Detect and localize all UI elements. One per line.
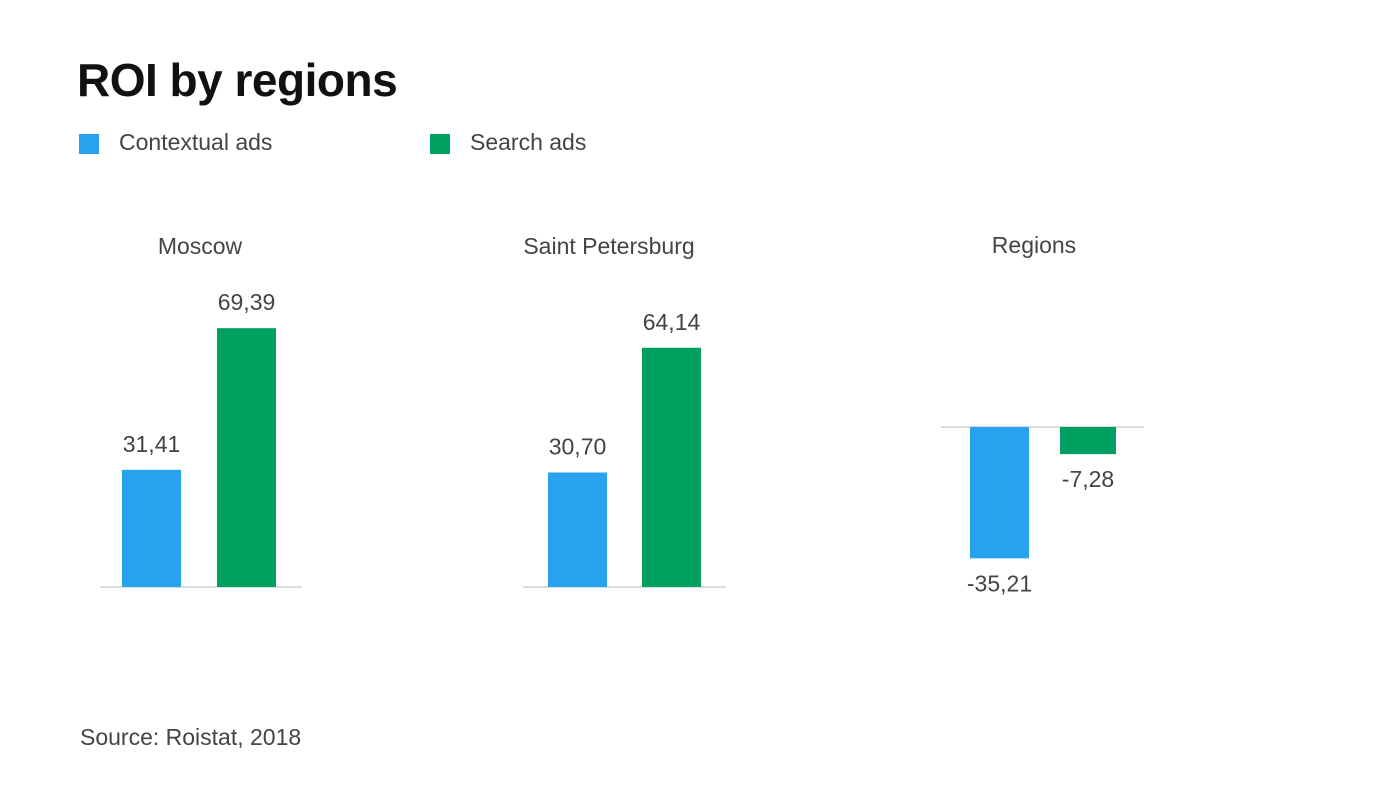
data-label-moscow-contextual: 31,41: [123, 431, 181, 457]
bar-moscow-contextual: [122, 469, 181, 587]
legend-label-contextual: Contextual ads: [119, 128, 273, 155]
panel-title-moscow: Moscow: [158, 233, 243, 259]
legend-label-search: Search ads: [470, 128, 587, 155]
panel-title-saint-petersburg: Saint Petersburg: [523, 233, 694, 259]
legend-swatch-search: [430, 134, 450, 154]
legend-swatch-contextual: [79, 134, 99, 154]
bar-saint-petersburg-contextual: [548, 472, 607, 587]
data-label-regions-search: -7,28: [1062, 466, 1114, 492]
legend-item-search: Search ads: [430, 126, 586, 158]
bar-saint-petersburg-search: [642, 347, 701, 587]
data-label-regions-contextual: -35,21: [967, 570, 1032, 596]
data-label-saint-petersburg-search: 64,14: [643, 309, 701, 335]
source-note: Source: Roistat, 2018: [80, 724, 302, 750]
chart-title: ROI by regions: [77, 54, 398, 106]
bar-moscow-search: [217, 328, 276, 587]
data-label-moscow-search: 69,39: [218, 289, 276, 315]
bar-regions-contextual: [970, 427, 1029, 559]
panel-title-regions: Regions: [992, 232, 1076, 258]
legend-item-contextual: Contextual ads: [79, 126, 272, 158]
data-label-saint-petersburg-contextual: 30,70: [549, 433, 607, 459]
bar-regions-search: [1060, 427, 1116, 455]
